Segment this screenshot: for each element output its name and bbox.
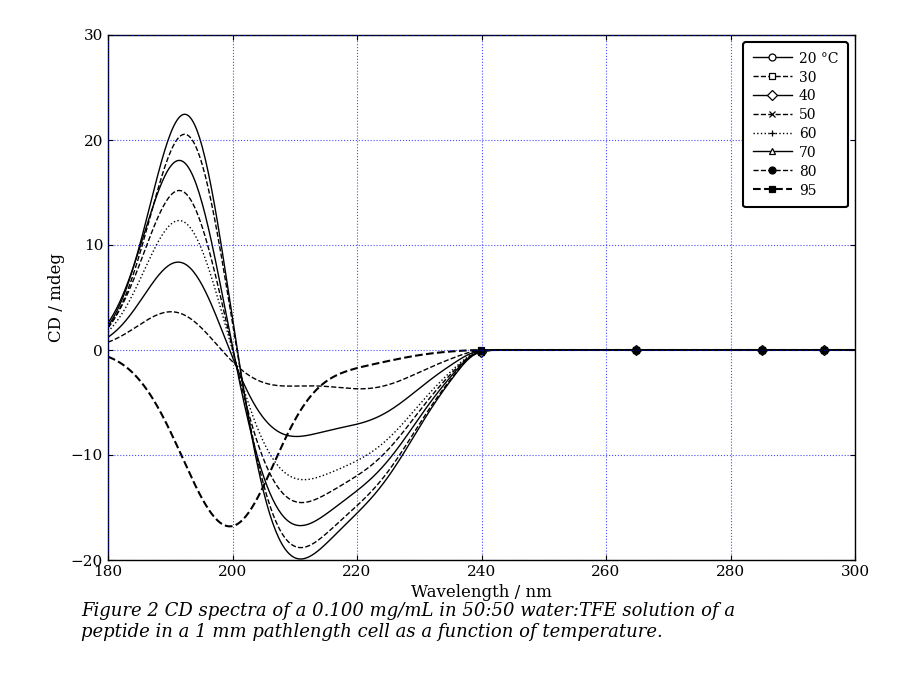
30: [465, 353, 476, 361]
95: [716, 346, 727, 354]
20 °C: [179, 110, 190, 118]
60: [850, 346, 860, 354]
70: [850, 346, 860, 354]
60: [103, 328, 113, 336]
40: [718, 346, 729, 354]
50: [103, 323, 113, 332]
70: [461, 351, 472, 360]
95: [464, 346, 474, 355]
80: [461, 349, 472, 358]
20 °C: [296, 555, 307, 564]
95: [224, 522, 235, 531]
95: [850, 346, 860, 354]
30: [718, 346, 729, 354]
Line: 95: 95: [104, 346, 859, 530]
60: [173, 216, 184, 225]
70: [173, 258, 184, 266]
40: [509, 346, 520, 354]
50: [718, 346, 729, 354]
80: [166, 307, 176, 316]
20 °C: [465, 354, 476, 362]
80: [718, 346, 729, 354]
80: [850, 346, 860, 354]
30: [103, 324, 113, 332]
70: [718, 346, 729, 354]
80: [465, 348, 476, 356]
60: [834, 346, 845, 354]
40: [465, 352, 476, 361]
70: [509, 346, 520, 354]
Legend: 20 °C, 30, 40, 50, 60, 70, 80, 95: 20 °C, 30, 40, 50, 60, 70, 80, 95: [743, 42, 848, 207]
20 °C: [461, 358, 472, 366]
30: [461, 357, 472, 365]
30: [550, 346, 561, 354]
50: [296, 498, 307, 507]
95: [459, 346, 470, 355]
20 °C: [834, 346, 845, 354]
40: [850, 346, 860, 354]
80: [834, 346, 845, 354]
70: [550, 346, 561, 354]
40: [103, 319, 113, 328]
95: [103, 353, 113, 361]
60: [299, 475, 310, 484]
20 °C: [509, 346, 520, 354]
50: [834, 346, 845, 354]
30: [509, 346, 520, 354]
Line: 50: 50: [104, 187, 859, 506]
30: [834, 346, 845, 354]
30: [296, 543, 307, 552]
60: [718, 346, 729, 354]
30: [179, 130, 190, 139]
Line: 80: 80: [104, 308, 859, 392]
50: [550, 346, 561, 354]
70: [465, 349, 476, 358]
80: [103, 338, 113, 346]
40: [296, 522, 307, 530]
Y-axis label: CD / mdeg: CD / mdeg: [49, 253, 66, 342]
20 °C: [103, 322, 113, 330]
70: [292, 433, 302, 441]
60: [461, 354, 472, 363]
50: [175, 186, 185, 195]
40: [550, 346, 561, 354]
60: [550, 346, 561, 354]
95: [508, 346, 519, 354]
40: [461, 356, 472, 365]
20 °C: [718, 346, 729, 354]
Line: 30: 30: [104, 131, 859, 551]
70: [834, 346, 845, 354]
X-axis label: Wavelength / nm: Wavelength / nm: [411, 584, 552, 601]
Line: 70: 70: [104, 259, 859, 440]
60: [465, 351, 476, 360]
Line: 20 °C: 20 °C: [104, 111, 859, 563]
30: [850, 346, 860, 354]
50: [461, 355, 472, 363]
95: [549, 346, 560, 354]
50: [465, 351, 476, 360]
50: [509, 346, 520, 354]
80: [354, 384, 364, 393]
70: [103, 333, 113, 342]
80: [509, 346, 520, 354]
40: [175, 156, 185, 164]
50: [850, 346, 860, 354]
Text: Figure 2 CD spectra of a 0.100 mg/mL in 50:50 water:TFE solution of a
peptide in: Figure 2 CD spectra of a 0.100 mg/mL in …: [81, 602, 735, 640]
40: [834, 346, 845, 354]
20 °C: [550, 346, 561, 354]
Line: 40: 40: [104, 157, 859, 529]
Line: 60: 60: [104, 217, 859, 483]
20 °C: [850, 346, 860, 354]
60: [509, 346, 520, 354]
95: [833, 346, 844, 354]
80: [550, 346, 561, 354]
